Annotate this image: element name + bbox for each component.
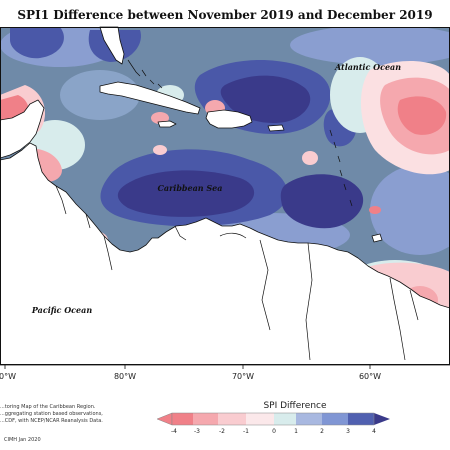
colorbar-arrow-left — [156, 412, 173, 426]
coastline-detail — [174, 225, 247, 241]
south-america-borders — [259, 239, 419, 361]
blob — [220, 75, 311, 124]
yucatan — [0, 99, 45, 159]
tick-label-80w: 80°W — [114, 372, 136, 381]
hispaniola — [205, 109, 253, 129]
central-south-america — [0, 142, 450, 366]
blob — [280, 174, 364, 229]
blob — [117, 170, 255, 217]
colorbar-cell — [348, 413, 374, 425]
colorbar-tick-label: 1 — [294, 428, 298, 435]
colorbar-cell — [246, 413, 274, 425]
land — [0, 26, 450, 366]
blob — [369, 206, 381, 214]
cuba — [99, 81, 201, 115]
bahamas — [127, 59, 163, 89]
colorbar-cell — [296, 413, 322, 425]
label-atlantic-ocean: Atlantic Ocean — [334, 62, 401, 72]
colorbar-title: SPI Difference — [263, 401, 327, 411]
colorbar-ticks: -4 -3 -2 -1 0 1 2 3 4 — [171, 428, 376, 435]
tick-label-90w: 90°W — [0, 372, 16, 381]
colorbar-tick-label: -1 — [243, 428, 249, 435]
colorbar-tick-label: 4 — [372, 428, 376, 435]
colorbar-tick-label: 3 — [346, 428, 350, 435]
footer-credit: CIMH Jan 2020 — [4, 437, 41, 443]
colorbar-cell — [172, 413, 193, 425]
jamaica — [157, 120, 177, 128]
colorbar-tick-label: -2 — [219, 428, 225, 435]
colorbar-tick-label: -4 — [171, 428, 177, 435]
islands-and-borders — [55, 59, 419, 361]
blob — [290, 27, 450, 65]
tick-label-70w: 70°W — [232, 372, 254, 381]
lesser-antilles — [329, 129, 353, 207]
colorbar-cell — [193, 413, 218, 425]
colorbar-tick-label: 2 — [320, 428, 324, 435]
colorbar-cell — [218, 413, 246, 425]
blob — [397, 96, 447, 135]
longitude-axis — [4, 365, 371, 369]
colorbar-arrow-right — [374, 413, 390, 425]
blob — [302, 151, 318, 165]
footer-line-2: ...ggregating station based observations… — [0, 411, 103, 417]
colorbar-tick-label: -3 — [194, 428, 200, 435]
colorbar-cell — [274, 413, 296, 425]
colorbar-cell — [322, 413, 348, 425]
trinidad — [371, 233, 383, 243]
blob — [370, 165, 450, 255]
footer-line-1: ...toring Map of the Caribbean Region. — [0, 404, 96, 410]
map-title: SPI1 Difference between November 2019 an… — [17, 8, 433, 22]
puerto-rico — [267, 124, 285, 132]
florida — [99, 26, 125, 65]
label-caribbean-sea: Caribbean Sea — [158, 183, 223, 193]
label-pacific-ocean: Pacific Ocean — [31, 305, 92, 315]
blob — [151, 112, 169, 124]
blob — [153, 145, 167, 155]
blob — [10, 27, 64, 59]
colorbar-tick-label: 0 — [272, 428, 276, 435]
central-america-borders — [55, 185, 113, 271]
colorbar — [156, 412, 390, 426]
tick-label-60w: 60°W — [359, 372, 381, 381]
footer-line-3: ...CDF, with NCEP/NCAR Reanalysis Data. — [0, 418, 103, 424]
colorbar-outline — [171, 412, 375, 426]
